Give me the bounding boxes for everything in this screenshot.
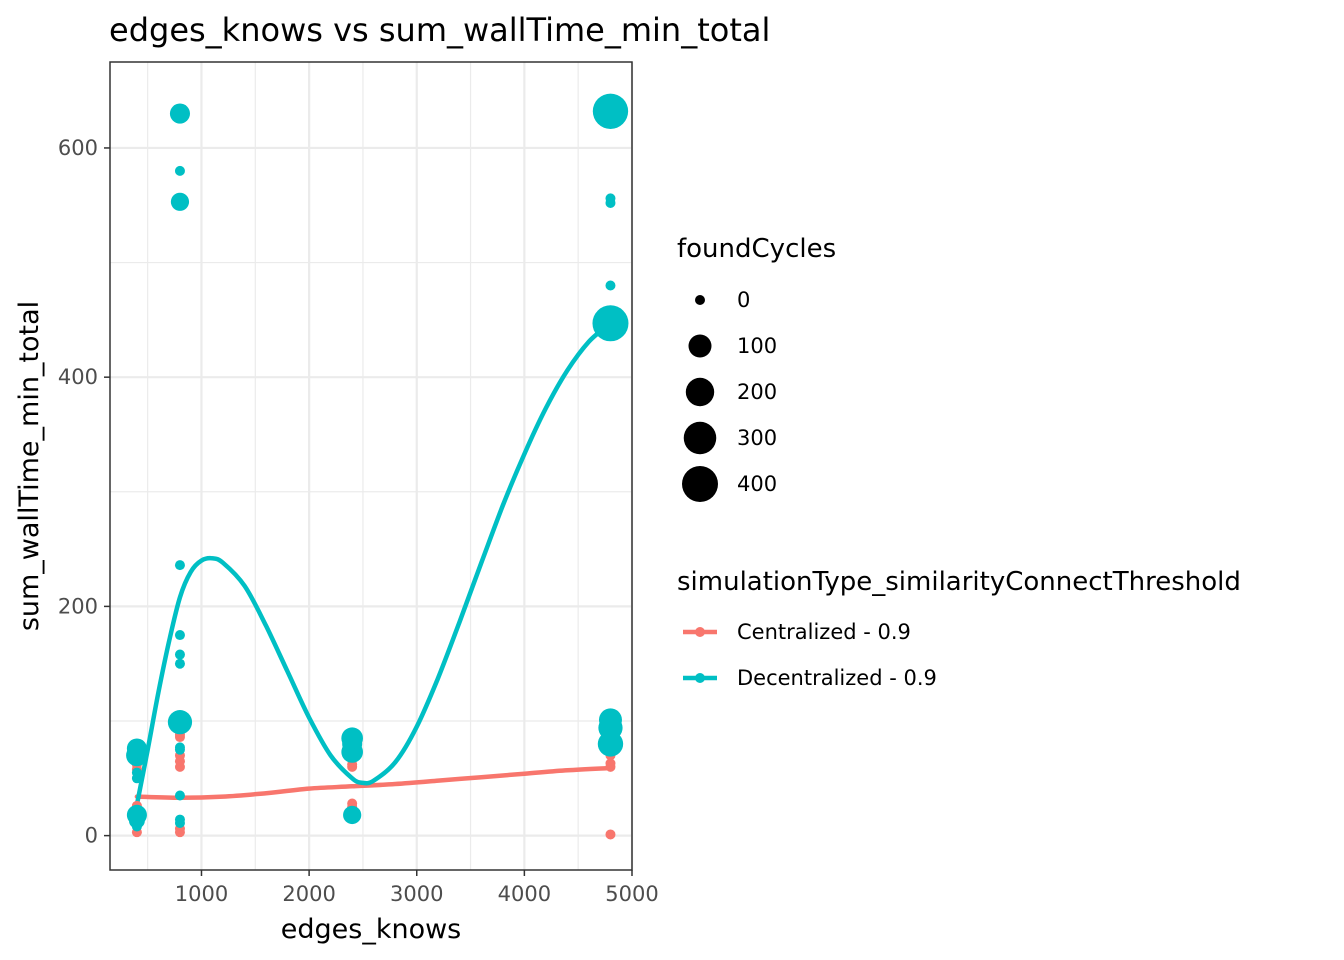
x-tick-label: 2000 [282, 882, 335, 906]
color-legend: simulationType_similarityConnectThreshol… [677, 567, 1241, 690]
plot-panel [110, 62, 632, 870]
size-legend: foundCycles 0 100 200 300 400 [677, 234, 836, 502]
color-legend-key-point [695, 627, 705, 637]
size-legend-key [695, 295, 705, 305]
data-point [131, 767, 142, 778]
data-point [174, 649, 185, 660]
data-point [605, 193, 616, 204]
color-legend-items: Centralized - 0.9 Decentralized - 0.9 [683, 620, 937, 690]
y-tick-label: 200 [58, 594, 98, 618]
smooth-line [134, 321, 613, 807]
data-point [169, 103, 190, 124]
x-tick-label: 3000 [390, 882, 443, 906]
x-tick-label: 1000 [175, 882, 228, 906]
x-tick-label: 4000 [498, 882, 551, 906]
data-point [126, 738, 147, 759]
y-axis-title: sum_wallTime_min_total [14, 301, 45, 631]
size-legend-key [685, 377, 715, 407]
smooth-line [134, 765, 613, 801]
size-legend-label: 300 [737, 426, 777, 450]
size-legend-label: 100 [737, 334, 777, 358]
data-point [174, 658, 185, 669]
data-point [129, 804, 145, 821]
data-point [341, 727, 363, 750]
y-tick-label: 400 [58, 365, 98, 389]
data-point [605, 829, 616, 840]
x-axis-title: edges_knows [281, 914, 461, 945]
color-legend-title: simulationType_similarityConnectThreshol… [677, 567, 1241, 597]
x-tick-label: 5000 [605, 882, 658, 906]
plot-border [109, 61, 633, 871]
size-legend-title: foundCycles [677, 234, 836, 264]
size-legend-label: 200 [737, 380, 777, 404]
data-point [174, 165, 185, 176]
data-point [174, 790, 185, 801]
size-legend-items: 0 100 200 300 400 [682, 288, 777, 502]
color-legend-label: Centralized - 0.9 [737, 620, 911, 644]
size-legend-key [682, 466, 718, 502]
size-legend-label: 0 [737, 288, 750, 312]
size-legend-key [683, 421, 717, 455]
data-points [126, 93, 629, 840]
data-point [170, 192, 190, 211]
data-point [347, 798, 358, 809]
color-legend-key-point [695, 673, 705, 683]
size-legend-label: 400 [737, 472, 777, 496]
data-point [592, 93, 629, 129]
data-point [174, 560, 185, 571]
color-legend-label: Decentralized - 0.9 [737, 666, 937, 690]
chart-title: edges_knows vs sum_wallTime_min_total [109, 11, 770, 49]
data-point [344, 805, 361, 822]
size-legend-key [688, 334, 712, 358]
data-point [174, 630, 185, 641]
y-tick-label: 600 [58, 136, 98, 160]
data-point [605, 280, 616, 291]
data-point [174, 742, 185, 753]
smooth-lines [134, 321, 613, 807]
x-axis-ticks: 1000 2000 3000 4000 5000 [175, 870, 659, 906]
data-point [174, 814, 185, 825]
data-point [605, 758, 616, 769]
y-axis-ticks: 0 200 400 600 [58, 136, 110, 848]
data-point [167, 710, 193, 735]
data-point [592, 305, 629, 342]
y-tick-label: 0 [85, 824, 98, 848]
data-point [598, 708, 622, 732]
